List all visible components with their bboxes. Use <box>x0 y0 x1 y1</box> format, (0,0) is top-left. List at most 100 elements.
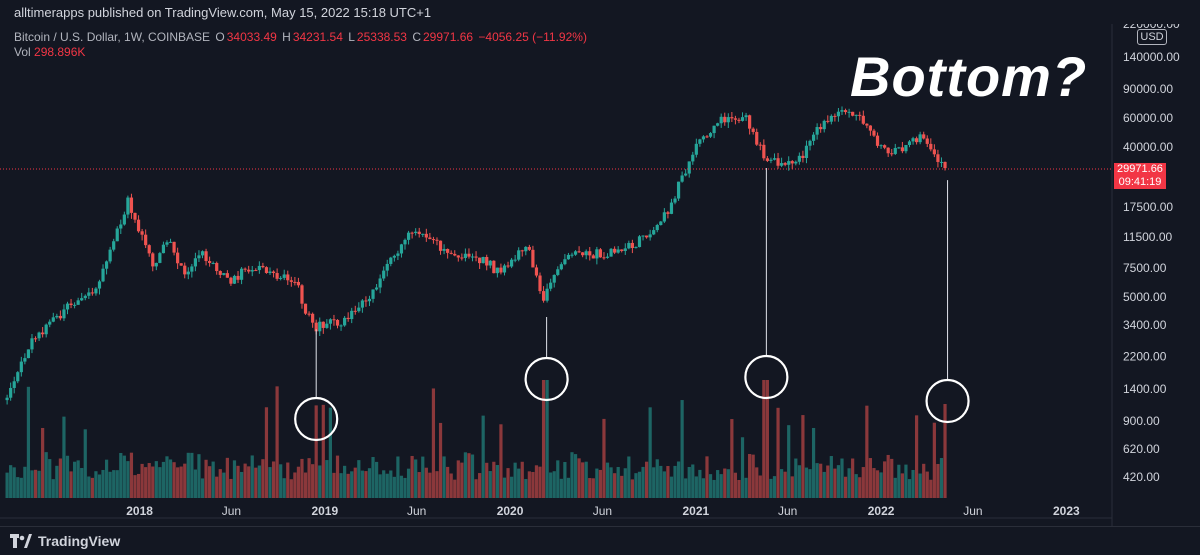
candle-body <box>392 255 396 258</box>
candle-body <box>765 158 769 161</box>
candle-body <box>232 275 237 284</box>
candle-body <box>840 110 844 112</box>
candle-body <box>261 265 265 268</box>
price-axis[interactable]: 220000.00140000.0090000.0060000.0040000.… <box>1123 17 1180 484</box>
candle-body <box>904 145 908 152</box>
volume-bar <box>126 461 130 498</box>
volume-bar <box>517 468 521 498</box>
time-axis-label-8: 2022 <box>868 504 895 518</box>
price-axis-label-5: 17500.00 <box>1123 200 1173 214</box>
price-axis-label-1: 140000.00 <box>1123 50 1180 64</box>
candle-body <box>705 136 709 138</box>
candle-body <box>772 158 777 160</box>
volume-bar <box>350 471 354 498</box>
volume-bar <box>371 457 375 498</box>
volume-bar <box>545 380 549 498</box>
publish-info: alltimerapps published on TradingView.co… <box>14 5 432 20</box>
candle-body <box>822 120 826 130</box>
volume-bar <box>254 467 258 498</box>
volume-bar <box>790 476 794 498</box>
volume-bar <box>762 380 766 498</box>
candle-body <box>659 221 663 226</box>
symbol-name[interactable]: Bitcoin / U.S. Dollar, 1W, COINBASE <box>14 30 211 44</box>
volume-bar <box>698 469 702 498</box>
volume-bar <box>524 479 528 498</box>
price-axis-label-4: 40000.00 <box>1123 140 1173 154</box>
price-axis-label-2: 90000.00 <box>1123 82 1173 96</box>
volume-bar <box>247 466 251 498</box>
volume-bars <box>5 380 947 498</box>
volume-bar <box>367 468 372 498</box>
candle-body <box>90 292 94 294</box>
candle-body <box>428 237 432 240</box>
volume-bar <box>936 464 940 498</box>
candle-body <box>26 349 31 359</box>
volume-bar <box>129 452 134 498</box>
candle-body <box>883 145 887 148</box>
candle-body <box>723 116 727 123</box>
volume-bar <box>399 475 404 498</box>
candle-body <box>403 239 407 245</box>
volume-bar <box>637 471 642 498</box>
candle-body <box>140 231 144 235</box>
price-axis-label-13: 620.00 <box>1123 442 1160 456</box>
chart-grid <box>0 0 1113 526</box>
volume-bar <box>826 465 830 498</box>
candle-body <box>374 287 379 290</box>
change-value: −4056.25 (−11.92%) <box>478 30 587 44</box>
candle-body <box>485 256 489 266</box>
candle-body <box>37 332 41 339</box>
time-axis[interactable]: 2018 Jun 2019 Jun 2020 Jun 2021 Jun 2022 Jun 2023 <box>126 504 1080 518</box>
volume-bar <box>851 458 855 498</box>
candle-body <box>385 263 389 271</box>
volume-bar <box>918 473 922 498</box>
volume-bar <box>463 452 468 498</box>
volume-bar <box>200 478 205 498</box>
volume-bar <box>591 478 595 498</box>
volume-bar <box>875 470 880 498</box>
candle-body <box>623 248 627 251</box>
currency-badge[interactable]: USD <box>1137 29 1167 45</box>
candle-body <box>158 253 162 263</box>
volume-bar <box>634 473 638 498</box>
volume-bar <box>659 465 663 498</box>
volume-bar <box>211 461 215 498</box>
candle-body <box>499 267 503 273</box>
candle-body <box>353 310 357 312</box>
volume-bar <box>456 460 460 498</box>
candle-body <box>833 115 837 117</box>
volume-bar <box>286 462 290 498</box>
volume-bar <box>250 455 254 498</box>
volume-bar <box>183 463 187 498</box>
volume-bar <box>847 468 851 498</box>
candle-body <box>509 259 514 267</box>
volume-bar <box>296 466 301 498</box>
candle-body <box>488 260 492 266</box>
volume-bar <box>737 479 741 498</box>
tradingview-logo[interactable]: TradingView <box>10 533 120 549</box>
candle-body <box>371 289 375 299</box>
price-axis-label-6: 11500.00 <box>1123 230 1172 244</box>
tradingview-brand: TradingView <box>38 533 121 549</box>
candle-body <box>399 244 404 254</box>
candle-body <box>282 274 286 278</box>
candle-body <box>829 115 833 122</box>
volume-bar <box>158 467 162 498</box>
volume-bar <box>104 459 109 498</box>
volume-bar <box>446 466 450 498</box>
volume-bar <box>343 465 347 498</box>
volume-bar <box>360 470 364 498</box>
volume-bar <box>378 474 382 498</box>
volume-bar <box>279 464 283 498</box>
candle-body <box>492 260 496 274</box>
candle-body <box>797 155 801 162</box>
volume-bar <box>9 465 13 498</box>
publish-bar: alltimerapps published on TradingView.co… <box>0 0 1200 24</box>
candle-body <box>762 144 766 159</box>
candle-body <box>676 181 681 199</box>
volume-bar <box>740 437 745 498</box>
candle-body <box>801 155 805 158</box>
candle-body <box>144 234 148 246</box>
volume-bar <box>332 472 336 498</box>
